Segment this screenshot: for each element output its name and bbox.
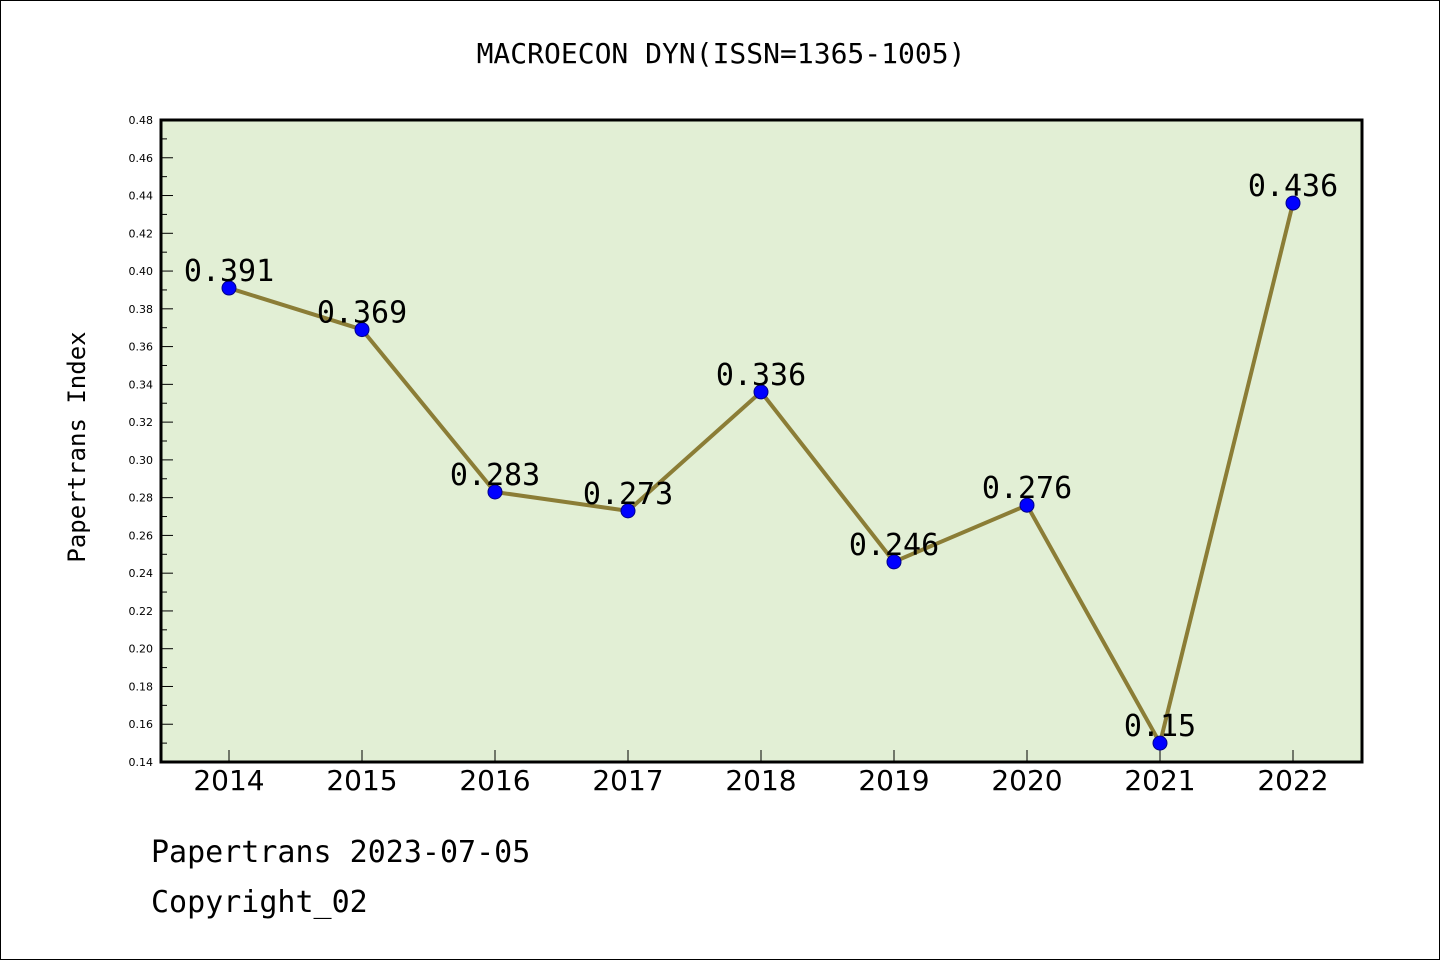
x-tick-label: 2015: [326, 764, 397, 797]
y-tick-label: 0.38: [129, 303, 154, 316]
y-tick-label: 0.24: [129, 567, 154, 580]
data-label: 0.436: [1248, 169, 1338, 204]
data-label: 0.246: [849, 528, 939, 563]
chart-title: MACROECON DYN(ISSN=1365-1005): [476, 37, 966, 70]
data-point: [221, 280, 237, 296]
x-tick-label: 2017: [592, 764, 663, 797]
y-tick-label: 0.30: [129, 454, 154, 467]
y-tick-label: 0.26: [129, 529, 154, 542]
y-tick-label: 0.16: [129, 718, 154, 731]
data-label: 0.283: [450, 458, 540, 493]
y-tick-label: 0.44: [129, 190, 154, 203]
y-tick-label: 0.48: [129, 114, 154, 127]
y-tick-label: 0.32: [129, 416, 154, 429]
data-point: [886, 554, 902, 570]
x-tick-label: 2022: [1257, 764, 1328, 797]
y-tick-label: 0.22: [129, 605, 154, 618]
footer-copyright: Copyright_02: [151, 885, 368, 920]
y-tick-label: 0.46: [129, 152, 154, 165]
data-label: 0.276: [982, 471, 1072, 506]
data-point: [1019, 497, 1035, 513]
y-tick-label: 0.28: [129, 492, 154, 505]
data-label: 0.391: [184, 254, 274, 289]
data-point: [753, 384, 769, 400]
data-label: 0.273: [583, 477, 673, 512]
x-tick-label: 2020: [991, 764, 1062, 797]
plot-area: [161, 120, 1362, 762]
y-tick-label: 0.18: [129, 680, 154, 693]
y-tick-label: 0.14: [129, 756, 154, 769]
y-tick-label: 0.34: [129, 378, 154, 391]
y-tick-label: 0.40: [129, 265, 154, 278]
data-point: [487, 484, 503, 500]
y-tick-label: 0.36: [129, 341, 154, 354]
x-tick-label: 2021: [1124, 764, 1195, 797]
data-point: [1152, 735, 1168, 751]
y-tick-label: 0.20: [129, 643, 154, 656]
data-label: 0.15: [1124, 709, 1196, 744]
data-label: 0.336: [716, 358, 806, 393]
y-tick-label: 0.42: [129, 227, 154, 240]
footer-source: Papertrans 2023-07-05: [151, 835, 531, 870]
x-tick-label: 2014: [193, 764, 264, 797]
data-point: [354, 322, 370, 338]
data-point: [620, 503, 636, 519]
x-tick-label: 2018: [725, 764, 796, 797]
plot-border: [159, 118, 1364, 764]
data-point: [1285, 195, 1301, 211]
data-label: 0.369: [317, 296, 407, 331]
x-tick-label: 2016: [459, 764, 530, 797]
x-tick-label: 2019: [858, 764, 929, 797]
